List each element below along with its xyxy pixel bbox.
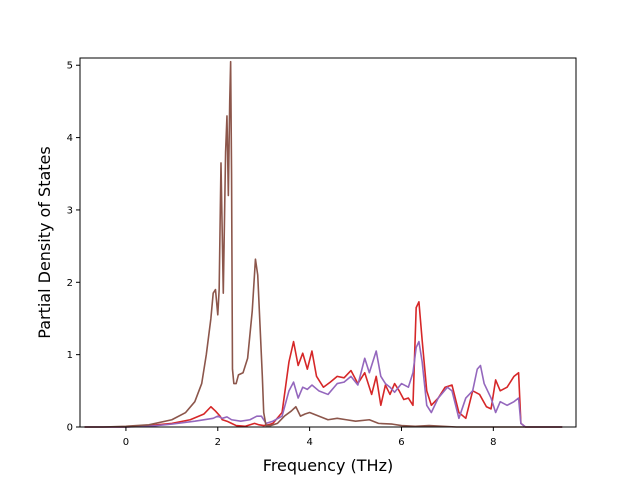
- y-axis-label: Partial Density of States: [35, 146, 54, 338]
- series-line-1: [84, 301, 563, 428]
- y-tick-label: 5: [67, 61, 73, 72]
- x-axis-label: Frequency (THz): [263, 456, 393, 475]
- y-tick-label: 1: [67, 350, 73, 361]
- series-layer: [84, 60, 563, 428]
- y-axis-ticks: 0 1 2 3 4 5: [67, 61, 80, 434]
- x-tick-label: 2: [215, 437, 221, 448]
- x-tick-label: 6: [398, 437, 404, 448]
- x-axis-ticks: 0 2 4 6 8: [123, 427, 497, 448]
- y-tick-label: 3: [67, 205, 73, 216]
- x-tick-label: 0: [123, 437, 129, 448]
- x-tick-label: 4: [306, 437, 312, 448]
- x-tick-label: 8: [490, 437, 496, 448]
- series-line-2: [84, 340, 563, 428]
- plot-frame: [79, 57, 577, 428]
- y-tick-label: 4: [67, 133, 73, 144]
- series-line-3: [84, 60, 563, 428]
- y-tick-label: 0: [67, 423, 73, 434]
- y-tick-label: 2: [67, 278, 73, 289]
